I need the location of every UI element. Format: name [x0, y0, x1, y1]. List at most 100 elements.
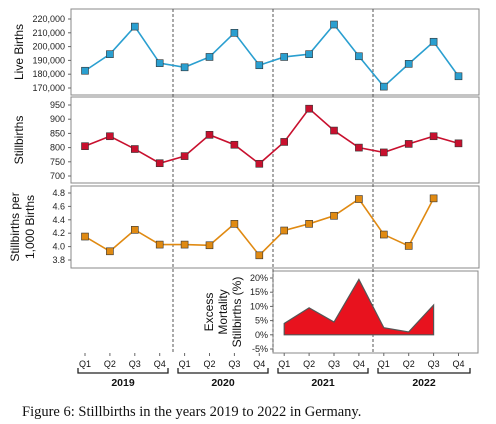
excess-ytick-label: 5% [255, 316, 268, 326]
live-births-point [155, 59, 164, 67]
rate-point [355, 195, 363, 203]
quarter-label: Q1 [179, 359, 191, 369]
rate-ylabel-line2: 1,000 Births [23, 195, 37, 259]
year-bracket [277, 368, 369, 374]
rate-point [131, 226, 139, 234]
year-bracket [177, 368, 269, 374]
live-births-point [355, 52, 363, 61]
live-births-ytick-label: 210,000 [32, 28, 65, 38]
stillbirths-ytick-label: 800 [50, 143, 65, 153]
rate-point [155, 240, 164, 249]
rate-point [106, 247, 114, 256]
year-label: 2022 [412, 377, 436, 389]
rate-point [429, 194, 438, 203]
stillbirths-ytick-label: 700 [50, 171, 65, 181]
excess-ytick-label: -5% [252, 344, 268, 354]
rate-ytick-label: 4.4 [52, 215, 65, 225]
stillbirths-ylabel: Stillbirths [12, 116, 26, 165]
rate-point [404, 242, 413, 250]
year-label: 2021 [311, 377, 335, 389]
rate-panel-frame [70, 185, 480, 269]
quarter-label: Q3 [328, 359, 340, 369]
quarter-label: Q4 [154, 359, 166, 369]
live-births-series-line [84, 23, 460, 88]
rate-ytick-label: 3.8 [52, 255, 65, 265]
stillbirths-ytick-label: 950 [50, 100, 65, 110]
live-births-ytick-label: 190,000 [32, 55, 65, 65]
rate-ytick-label: 4.6 [52, 201, 65, 211]
live-births-point [180, 63, 189, 72]
stillbirths-ytick-label: 900 [50, 114, 65, 124]
stillbirths-point [180, 152, 189, 160]
live-births-point [305, 50, 313, 58]
rate-point [81, 232, 89, 241]
stillbirths-point [305, 104, 313, 113]
quarter-label: Q1 [278, 359, 290, 369]
live-births-point [429, 37, 438, 46]
quarter-label: Q3 [428, 359, 440, 369]
year-separators [172, 9, 374, 353]
excess-ytick-label: 10% [250, 301, 268, 311]
quarter-label: Q3 [228, 359, 240, 369]
live-births-plot: 170,000 180,000 190,000 200,000 210,000 220,0… [32, 14, 463, 93]
year-label: 2019 [111, 377, 135, 389]
live-births-point [255, 61, 264, 70]
stillbirths-point [230, 140, 239, 149]
live-births-point [81, 66, 89, 75]
year-bracket [77, 368, 169, 374]
excess-ylabel-line1: Excess [202, 293, 216, 332]
stillbirths-point [355, 143, 363, 152]
quarter-label: Q2 [303, 359, 315, 369]
stillbirths-point [106, 132, 114, 141]
live-births-point [230, 28, 239, 37]
rate-point [230, 220, 239, 228]
stillbirths-ytick-label: 750 [50, 157, 65, 167]
stillbirths-plot: 700 750 800 850 900 950 [50, 100, 463, 181]
excess-ytick-label: 0% [255, 330, 268, 340]
stillbirths-panel-frame [70, 96, 480, 184]
live-births-point [106, 50, 114, 58]
stillbirths-point [205, 131, 214, 139]
stillbirths-series-line [84, 107, 459, 165]
live-births-ytick-label: 220,000 [32, 14, 65, 24]
x-axis: Q1 Q2 Q3 Q4 Q1 Q2 Q3 Q4 Q1 Q2 Q3 Q4 Q1 Q2 Q3 Q4 2019 2020… [77, 353, 471, 389]
live-births-point [205, 53, 214, 61]
rate-ytick-label: 4.0 [52, 242, 65, 252]
stillbirths-point [404, 140, 413, 148]
rate-point [180, 240, 189, 249]
excess-ylabel-line2: Mortality [216, 289, 230, 334]
live-births-point [330, 20, 338, 29]
quarter-label: Q4 [353, 359, 365, 369]
live-births-point [280, 53, 289, 61]
quarter-label: Q3 [129, 359, 141, 369]
live-births-ytick-label: 170,000 [32, 83, 65, 93]
excess-plot: -5% 0% 5% 10% 15% 20% [250, 273, 435, 354]
rate-plot: 3.8 4.0 4.2 4.4 4.6 4.8 [52, 188, 438, 265]
rate-point [330, 211, 338, 220]
rate-point [280, 226, 289, 235]
stillbirths-point [155, 159, 164, 168]
plot-layer: 170,000 180,000 190,000 200,000 210,000 220,0… [32, 14, 463, 354]
quarter-label: Q1 [378, 359, 390, 369]
stillbirths-point [255, 159, 264, 168]
rate-point [379, 230, 388, 239]
stillbirths-point [429, 132, 438, 141]
live-births-point [404, 60, 413, 68]
stillbirths-point [81, 142, 89, 150]
stillbirths-point [454, 139, 463, 148]
quarter-label: Q2 [203, 359, 215, 369]
rate-ytick-label: 4.2 [52, 228, 65, 238]
rate-ylabel-line1: Stillbirths per [8, 192, 22, 261]
live-births-point [454, 72, 463, 81]
figure-caption: Figure 6: Stillbirths in the years 2019 … [22, 404, 362, 420]
year-label: 2020 [211, 377, 235, 389]
quarter-label: Q1 [79, 359, 91, 369]
rate-point [305, 220, 313, 228]
rate-point [205, 241, 214, 250]
excess-ytick-label: 15% [250, 287, 268, 297]
year-bracket [377, 368, 471, 374]
rate-ytick-label: 4.8 [52, 188, 65, 198]
live-births-point [379, 82, 388, 91]
excess-ytick-label: 20% [250, 273, 268, 283]
